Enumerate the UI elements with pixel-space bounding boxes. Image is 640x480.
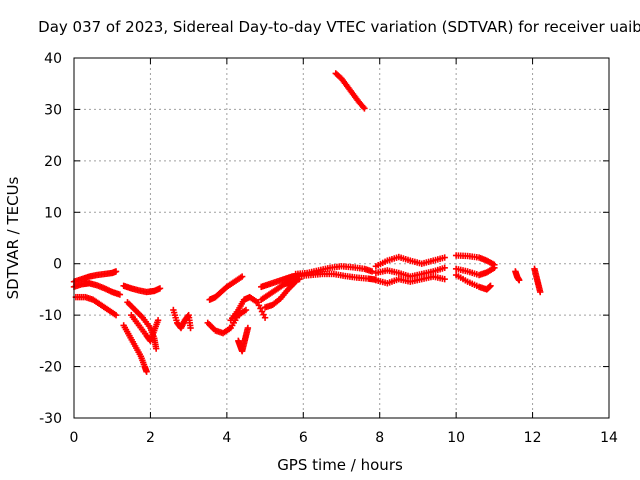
data-point	[242, 306, 250, 314]
data-point	[244, 324, 252, 332]
series-arc-y	[512, 268, 523, 284]
data-point	[156, 285, 164, 292]
data-point	[261, 314, 269, 321]
data-point	[441, 264, 448, 272]
series-arc-f	[124, 299, 160, 352]
chart-title: Day 037 of 2023, Sidereal Day-to-day VTE…	[38, 18, 640, 36]
data-point	[238, 273, 246, 280]
x-axis-label: GPS time / hours	[277, 456, 403, 474]
series-arc-l	[235, 324, 252, 355]
series-arc-x	[452, 271, 494, 293]
data-point	[154, 317, 162, 324]
series-arc-v	[452, 252, 498, 268]
y-tick-label: 30	[44, 102, 62, 118]
series-arc-t	[372, 264, 448, 280]
data-point	[116, 291, 124, 298]
series-arc-d	[120, 282, 164, 296]
x-tick-label: 14	[600, 430, 618, 446]
x-tick-label: 8	[375, 430, 384, 446]
series-arc-j	[206, 273, 246, 303]
y-tick-label: -10	[39, 308, 62, 324]
y-tick-label: 10	[44, 205, 62, 221]
y-tick-label: -20	[39, 360, 62, 376]
data-point	[112, 268, 120, 275]
data-point	[152, 345, 160, 352]
y-tick-label: -30	[39, 411, 62, 427]
data-point	[515, 276, 523, 284]
series-arc-e	[120, 322, 150, 375]
y-axis-label: SDTVAR / TECUs	[4, 176, 22, 299]
y-tick-label: 0	[53, 257, 62, 273]
series-arc-h	[170, 306, 194, 332]
x-tick-label: 10	[447, 430, 465, 446]
series-arc-q	[296, 270, 380, 283]
data-point	[491, 264, 498, 272]
axis-ticks: 0 2 4 6 8 10 12 14 -30 -20 -10 0 10 20 30 40	[39, 51, 618, 446]
data-point	[187, 324, 194, 332]
series-arc-o	[261, 278, 299, 311]
data-point	[292, 278, 299, 285]
data-point	[112, 311, 120, 319]
series-arc-r	[332, 70, 368, 112]
y-tick-label: 40	[44, 51, 62, 67]
data-point	[361, 105, 368, 112]
data-point	[441, 275, 448, 283]
series-arc-s	[372, 253, 448, 270]
data-point	[487, 282, 494, 290]
data-points	[70, 70, 544, 375]
y-tick-label: 20	[44, 154, 62, 170]
series-arc-k	[227, 293, 269, 324]
series-arc-i	[204, 306, 250, 337]
data-point	[368, 268, 376, 275]
x-tick-label: 2	[146, 430, 155, 446]
x-tick-label: 0	[70, 430, 79, 446]
series-arc-w	[452, 264, 498, 279]
series-arc-b	[70, 280, 124, 298]
grid	[74, 58, 609, 418]
data-point	[143, 368, 150, 375]
series-arc-c	[72, 293, 120, 319]
x-tick-label: 6	[299, 430, 308, 446]
plot-frame	[73, 57, 610, 419]
data-point	[537, 288, 544, 296]
x-tick-label: 12	[524, 430, 542, 446]
data-point	[441, 254, 448, 261]
series-arc-u	[372, 273, 448, 287]
series-arc-g	[128, 311, 162, 345]
series-arc-z	[531, 265, 544, 296]
x-tick-label: 4	[222, 430, 231, 446]
series-arc-n	[258, 275, 303, 303]
